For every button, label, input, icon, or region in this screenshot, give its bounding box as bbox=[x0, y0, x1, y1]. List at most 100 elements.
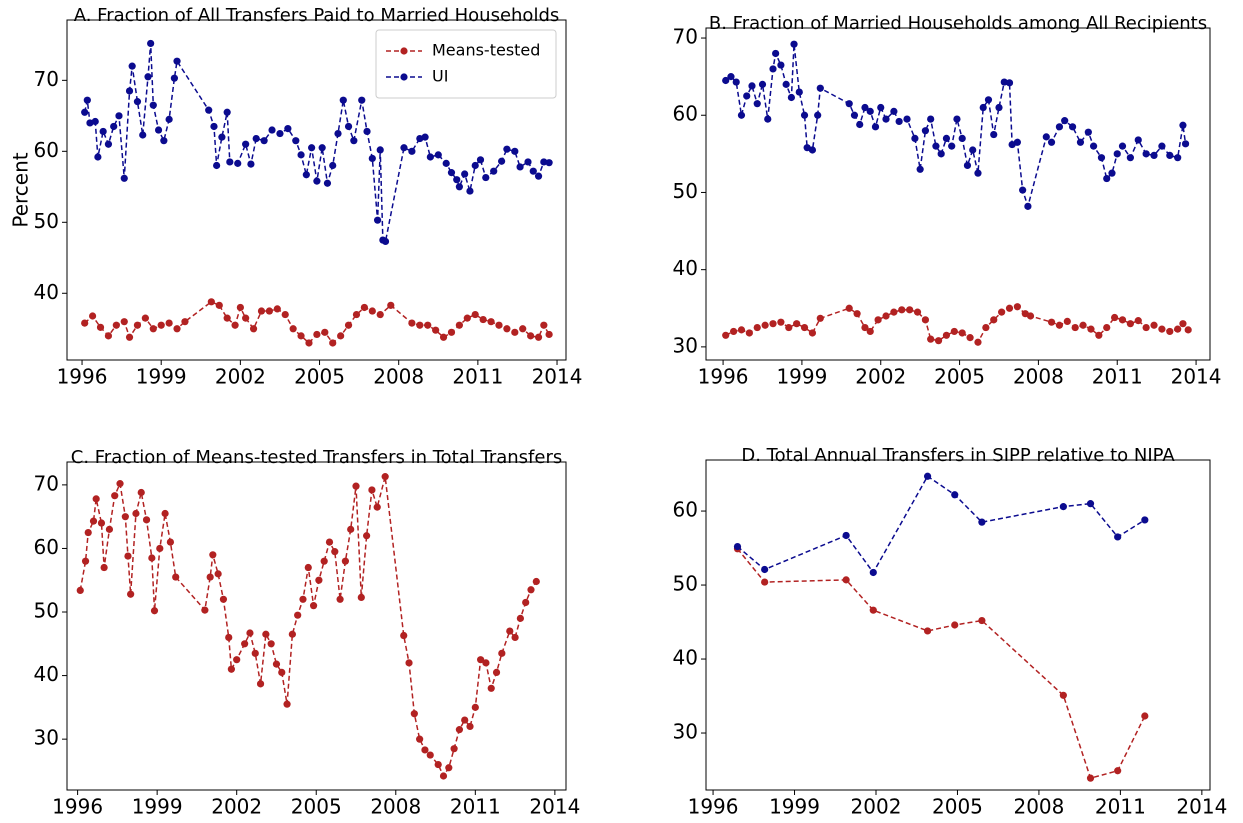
point bbox=[297, 332, 305, 340]
point bbox=[91, 117, 99, 126]
point bbox=[1068, 123, 1077, 131]
point bbox=[116, 480, 124, 488]
point bbox=[360, 303, 368, 312]
point bbox=[963, 161, 972, 170]
point bbox=[447, 169, 456, 177]
point bbox=[1111, 313, 1119, 322]
point bbox=[242, 314, 250, 322]
panel-title: A. Fraction of All Transfers Paid to Mar… bbox=[74, 5, 560, 26]
point bbox=[1141, 516, 1149, 524]
point bbox=[545, 159, 553, 167]
x-tick-label: 2002 bbox=[211, 795, 262, 819]
point bbox=[92, 495, 100, 503]
point bbox=[125, 333, 134, 341]
point bbox=[984, 96, 993, 104]
point bbox=[532, 577, 540, 586]
point bbox=[331, 548, 339, 556]
point bbox=[990, 130, 998, 139]
point bbox=[866, 327, 874, 336]
point bbox=[206, 573, 214, 581]
point bbox=[850, 111, 859, 119]
point bbox=[421, 133, 429, 141]
point bbox=[350, 137, 358, 145]
point bbox=[83, 96, 91, 104]
point bbox=[172, 573, 180, 581]
x-tick-label: 2014 bbox=[1176, 795, 1227, 819]
point bbox=[133, 321, 142, 329]
point bbox=[416, 735, 424, 743]
point bbox=[209, 551, 217, 559]
point bbox=[96, 323, 105, 331]
point bbox=[937, 150, 945, 158]
point bbox=[722, 331, 730, 339]
point bbox=[772, 49, 780, 58]
point bbox=[141, 314, 149, 322]
point bbox=[1126, 154, 1134, 162]
point bbox=[845, 100, 853, 108]
point bbox=[785, 323, 793, 332]
series-line bbox=[737, 475, 1146, 574]
point bbox=[128, 62, 136, 70]
point bbox=[998, 308, 1006, 316]
point bbox=[927, 335, 935, 343]
x-tick-label: 2005 bbox=[291, 795, 342, 819]
point bbox=[1055, 321, 1064, 329]
point bbox=[1047, 138, 1056, 146]
point bbox=[476, 156, 485, 164]
point bbox=[477, 656, 485, 664]
x-tick-label: 2011 bbox=[450, 795, 501, 819]
y-tick-label: 60 bbox=[34, 535, 59, 559]
legend-label: UI bbox=[432, 67, 448, 86]
point bbox=[363, 127, 371, 136]
x-tick-label: 2008 bbox=[370, 795, 421, 819]
point bbox=[516, 614, 524, 622]
x-tick-label: 1996 bbox=[688, 795, 739, 819]
point bbox=[144, 73, 152, 81]
point bbox=[231, 321, 239, 329]
point bbox=[373, 216, 382, 224]
point bbox=[236, 303, 244, 312]
point bbox=[455, 726, 464, 734]
y-tick-label: 40 bbox=[34, 280, 59, 304]
point bbox=[921, 127, 930, 135]
point bbox=[979, 103, 987, 112]
point bbox=[405, 659, 413, 667]
panel-title: B. Fraction of Married Households among … bbox=[709, 13, 1207, 34]
point bbox=[104, 140, 113, 148]
y-tick-label: 70 bbox=[673, 25, 698, 49]
point bbox=[214, 570, 222, 578]
point bbox=[890, 107, 898, 115]
point bbox=[120, 174, 128, 182]
point bbox=[241, 640, 249, 648]
point bbox=[942, 134, 951, 143]
x-tick-label: 2008 bbox=[373, 365, 424, 389]
point bbox=[273, 305, 281, 313]
x-tick-label: 1999 bbox=[136, 365, 187, 389]
point bbox=[764, 115, 772, 123]
point bbox=[1086, 774, 1095, 782]
point bbox=[487, 318, 495, 326]
point bbox=[218, 133, 226, 141]
y-tick-label: 50 bbox=[34, 599, 59, 623]
point bbox=[1141, 712, 1149, 720]
point bbox=[315, 576, 323, 584]
point bbox=[769, 65, 777, 73]
point bbox=[125, 87, 134, 95]
point bbox=[352, 482, 360, 490]
point bbox=[842, 531, 850, 540]
point bbox=[974, 338, 982, 346]
point bbox=[932, 142, 940, 150]
point bbox=[540, 158, 548, 166]
point bbox=[363, 532, 371, 540]
point bbox=[127, 590, 135, 598]
x-tick-label: 2011 bbox=[452, 365, 503, 389]
x-tick-label: 1996 bbox=[698, 365, 749, 389]
point bbox=[157, 321, 165, 329]
y-tick-label: 70 bbox=[34, 471, 59, 495]
point bbox=[495, 321, 503, 329]
point bbox=[753, 323, 761, 332]
point bbox=[869, 606, 877, 614]
point bbox=[761, 578, 769, 586]
point bbox=[94, 153, 102, 161]
